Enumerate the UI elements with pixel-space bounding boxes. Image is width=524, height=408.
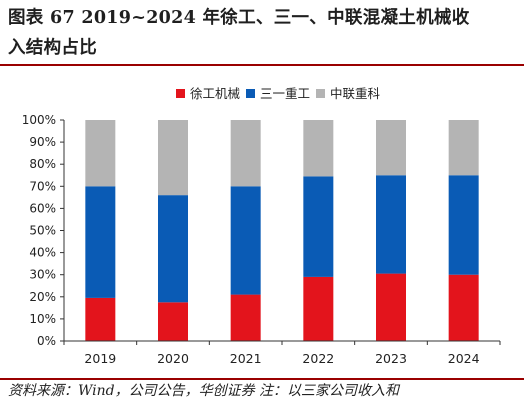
legend-label-2: 中联重科: [330, 86, 381, 101]
y-tick-label-3: 30%: [29, 268, 56, 282]
bar-2020-series-1: [158, 195, 188, 303]
source-divider: [0, 378, 524, 380]
chart-legend: 徐工机械 三一重工 中联重科: [176, 86, 381, 101]
bar-2019-series-1: [85, 186, 116, 298]
legend-swatch-1: [246, 89, 255, 98]
bar-2023-series-2: [376, 120, 406, 176]
legend-label-1: 三一重工: [260, 86, 310, 101]
legend-label-0: 徐工机械: [190, 86, 241, 101]
bar-series: [85, 120, 479, 341]
y-tick-label-5: 50%: [29, 224, 56, 238]
x-tick-label-5: 2024: [448, 351, 480, 366]
bar-2023-series-1: [376, 175, 406, 274]
bar-2024-series-1: [448, 175, 479, 275]
x-axis: 2019 2020 2021 2022 2023 2024: [63, 340, 501, 366]
bar-2022-series-1: [303, 176, 334, 277]
title-divider: [0, 64, 524, 66]
y-tick-label-8: 80%: [29, 157, 56, 171]
y-tick-label-7: 70%: [29, 179, 56, 193]
y-tick-label-6: 60%: [29, 201, 56, 215]
bar-2022-series-2: [303, 120, 334, 177]
bar-2019-series-0: [85, 297, 116, 341]
y-axis: 0% 10% 20% 30% 40% 50% 60% 70% 80% 90% 100%: [22, 113, 65, 348]
y-tick-label-2: 20%: [29, 290, 56, 304]
y-tick-label-0: 0%: [37, 334, 56, 348]
legend-swatch-0: [176, 89, 185, 98]
y-tick-label-9: 90%: [29, 135, 56, 149]
bar-2022-series-0: [303, 276, 334, 341]
bar-2023-series-0: [376, 273, 406, 341]
bar-2020-series-2: [158, 120, 188, 196]
y-tick-label-10: 100%: [22, 113, 56, 127]
chart-title-line2: 入结构占比: [8, 38, 97, 58]
x-tick-label-4: 2023: [375, 351, 407, 366]
bar-2024-series-0: [448, 274, 479, 341]
x-tick-label-0: 2019: [84, 351, 116, 366]
bar-2021-series-1: [230, 186, 261, 295]
x-tick-label-3: 2022: [302, 351, 334, 366]
bar-2019-series-2: [85, 120, 116, 187]
chart-title: 图表 67 2019~2024 年徐工、三一、中联混凝土机械收 入结构占比: [8, 3, 518, 63]
bar-2021-series-2: [230, 120, 261, 187]
chart-title-line1: 图表 67 2019~2024 年徐工、三一、中联混凝土机械收: [8, 8, 470, 28]
x-tick-label-1: 2020: [157, 351, 189, 366]
source-note: 资料来源：Wind，公司公告，华创证券 注：以三家公司收入和: [8, 383, 400, 399]
x-tick-label-2: 2021: [230, 351, 262, 366]
y-tick-label-1: 10%: [29, 312, 56, 326]
bar-2024-series-2: [448, 120, 479, 176]
bar-2020-series-0: [158, 302, 188, 341]
stacked-bar-chart: 徐工机械 三一重工 中联重科 0% 10% 20% 30% 40% 50% 60% 70% 80% 9…: [22, 86, 501, 366]
bar-2021-series-0: [230, 294, 261, 341]
legend-swatch-2: [316, 89, 325, 98]
y-tick-label-4: 40%: [29, 246, 56, 260]
